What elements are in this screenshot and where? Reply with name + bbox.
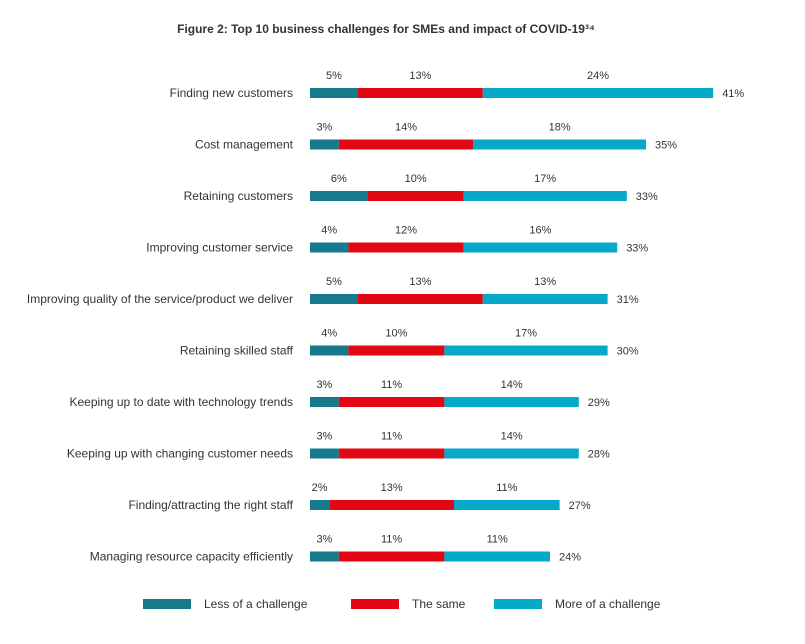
- bar-segment: [310, 242, 349, 253]
- total-label: 27%: [569, 500, 591, 512]
- total-label: 41%: [722, 88, 744, 100]
- total-label: 33%: [626, 243, 648, 255]
- value-label: 3%: [316, 534, 332, 546]
- value-label: 10%: [385, 328, 407, 340]
- bar-segment: [444, 448, 579, 459]
- bar-segment: [444, 345, 608, 356]
- total-label: 30%: [617, 346, 639, 358]
- category-label: Retaining skilled staff: [180, 344, 294, 358]
- bar-segment: [463, 191, 627, 201]
- chart-plot: Finding new customers 5% 13% 24% 41% Cost man…: [27, 70, 745, 564]
- value-label: 13%: [381, 482, 403, 494]
- total-label: 35%: [655, 140, 677, 152]
- value-label: 16%: [529, 225, 551, 237]
- legend-swatch: [143, 599, 191, 609]
- chart-title: Figure 2: Top 10 business challenges for…: [177, 22, 595, 36]
- legend-label: Less of a challenge: [204, 597, 308, 611]
- value-label: 18%: [549, 122, 571, 134]
- value-label: 13%: [409, 276, 431, 288]
- value-label: 11%: [487, 534, 508, 546]
- value-label: 6%: [331, 173, 347, 185]
- bar-segment: [338, 139, 474, 150]
- bar-segment: [444, 551, 550, 562]
- bar-segment: [310, 397, 339, 407]
- bar-segment: [454, 500, 560, 510]
- total-label: 29%: [588, 397, 610, 409]
- bar-segment: [338, 448, 445, 459]
- category-label: Improving quality of the service/product…: [27, 292, 293, 306]
- value-label: 13%: [409, 70, 431, 82]
- bar-segment: [482, 294, 608, 304]
- bar-segment: [329, 500, 454, 510]
- bar-segment: [310, 500, 330, 510]
- bar-segment: [310, 551, 339, 562]
- value-label: 12%: [395, 225, 417, 237]
- bar-segment: [338, 551, 445, 562]
- legend-label: The same: [412, 597, 466, 611]
- bar-segment: [338, 397, 445, 407]
- bar-segment: [348, 242, 464, 253]
- bar-segment: [358, 88, 483, 98]
- value-label: 14%: [395, 122, 417, 134]
- total-label: 28%: [588, 449, 610, 461]
- legend-swatch: [351, 599, 399, 609]
- legend-label: More of a challenge: [555, 597, 661, 611]
- bar-segment: [310, 88, 358, 98]
- value-label: 24%: [587, 70, 609, 82]
- value-label: 17%: [534, 173, 556, 185]
- bar-segment: [482, 88, 714, 98]
- value-label: 3%: [316, 431, 332, 443]
- bar-segment: [310, 191, 368, 201]
- legend-swatch: [494, 599, 542, 609]
- bar-segment: [348, 345, 445, 356]
- total-label: 31%: [617, 294, 639, 306]
- category-label: Finding/attracting the right staff: [128, 498, 293, 512]
- total-label: 33%: [636, 191, 658, 203]
- category-label: Improving customer service: [146, 241, 293, 255]
- value-label: 5%: [326, 70, 342, 82]
- value-label: 5%: [326, 276, 342, 288]
- value-label: 13%: [534, 276, 556, 288]
- bar-segment: [310, 345, 349, 356]
- value-label: 3%: [316, 379, 332, 391]
- total-label: 24%: [559, 552, 581, 564]
- category-label: Cost management: [195, 138, 294, 152]
- bar-segment: [310, 294, 358, 304]
- category-label: Keeping up with changing customer needs: [67, 447, 293, 461]
- value-label: 11%: [381, 379, 402, 391]
- bar-segment: [463, 242, 618, 253]
- value-label: 11%: [381, 534, 402, 546]
- bar-segment: [444, 397, 579, 407]
- category-label: Finding new customers: [170, 86, 293, 100]
- value-label: 4%: [321, 328, 337, 340]
- category-label: Retaining customers: [184, 189, 293, 203]
- bar-segment: [367, 191, 464, 201]
- value-label: 17%: [515, 328, 537, 340]
- bar-segment: [473, 139, 646, 150]
- bar-segment: [310, 448, 339, 459]
- value-label: 11%: [496, 482, 517, 494]
- value-label: 14%: [501, 431, 523, 443]
- value-label: 11%: [381, 431, 402, 443]
- value-label: 4%: [321, 225, 337, 237]
- category-label: Managing resource capacity efficiently: [90, 550, 293, 564]
- value-label: 2%: [312, 482, 328, 494]
- bar-segment: [310, 139, 339, 150]
- value-label: 14%: [501, 379, 523, 391]
- value-label: 10%: [405, 173, 427, 185]
- bar-segment: [358, 294, 483, 304]
- category-label: Keeping up to date with technology trend…: [70, 395, 294, 409]
- value-label: 3%: [316, 122, 332, 134]
